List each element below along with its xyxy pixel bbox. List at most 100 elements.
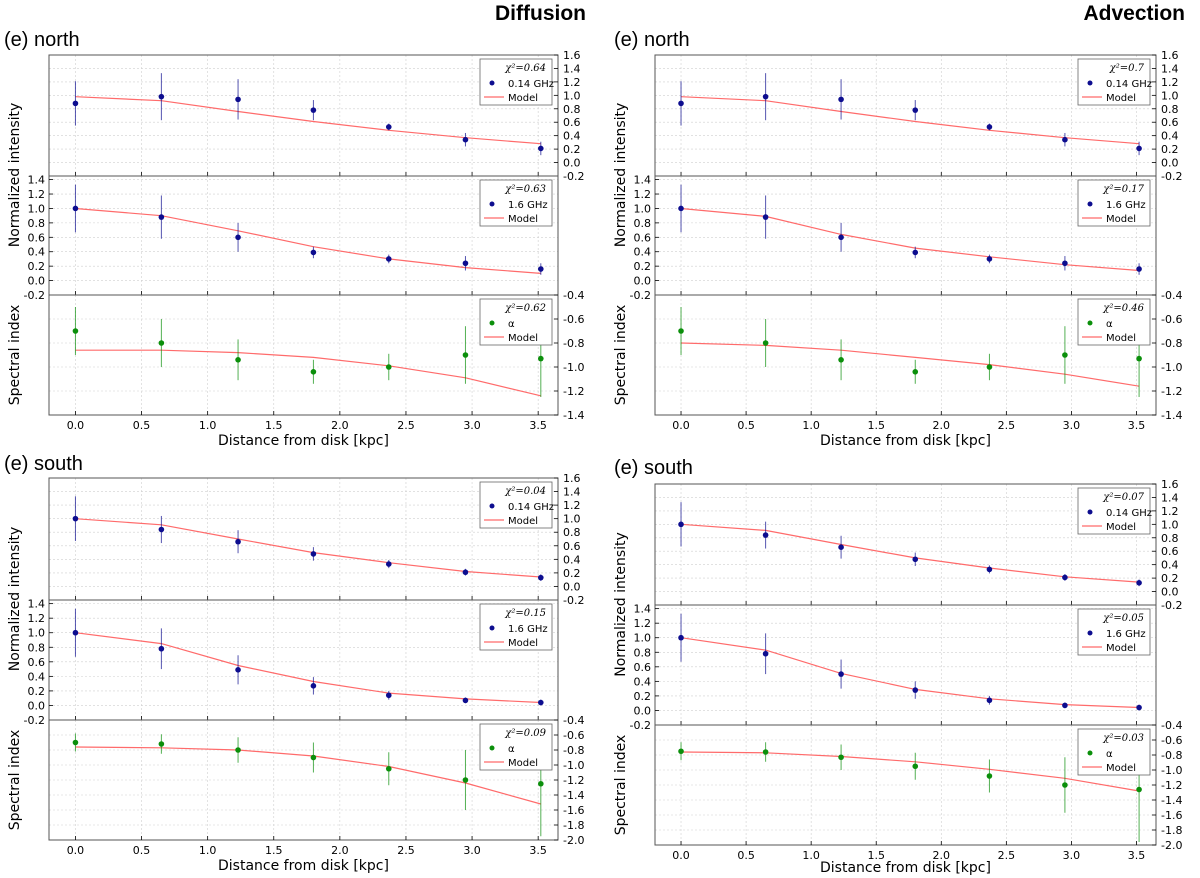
subplot-intensity-1: -0.2 0.00.2 0.40.6 0.81.0 1.21.4 χ²=0.15 1.6 G… [24,598,559,727]
x-tick-label: 0.0 [672,849,690,862]
legend-chi2: χ²=0.17 [1102,184,1144,195]
y-tick-label: 0.8 [1161,103,1179,116]
data-point [158,93,165,100]
x-tick-label: 1.5 [265,844,283,857]
y-tick-label: 0.2 [634,260,652,273]
y-axis-label-spectral: Spectral index [613,305,629,406]
data-point [838,754,844,761]
data-point [235,357,241,363]
y-tick-label: -1.0 [563,361,584,374]
legend-series-label: α [1106,749,1113,760]
data-point [538,145,544,152]
y-axis-label-intensity: Normalized intensity [613,532,629,677]
data-point [1136,786,1142,793]
model-line [75,207,541,274]
data-point [385,561,392,567]
panel-advection-north: (e) north-0.20.00.20.40.60.81.01.21.41.6… [613,29,1182,449]
y-tick-label: 1.2 [1161,505,1179,518]
data-point [72,100,79,107]
data-point [762,749,769,755]
data-point [678,634,684,641]
model-line [680,523,1140,583]
data-point [385,364,392,370]
data-point [310,107,317,113]
data-point [462,352,469,358]
x-tick-label: 3.0 [463,844,481,857]
subplot-intensity-0: -0.20.00.20.40.60.81.01.21.41.6 χ²=0.64 0.… [48,49,584,183]
data-point [838,671,844,677]
y-tick-label: -0.4 [1161,289,1182,302]
data-point [678,521,684,528]
data-point [158,526,165,533]
y-tick-label: 0.4 [634,675,652,688]
model-line [680,207,1140,272]
data-point [762,93,769,100]
x-tick-label: 3.0 [463,419,481,432]
legend-chi2: χ²=0.46 [1102,303,1144,314]
data-point [838,234,844,241]
legend-marker [1087,201,1093,207]
x-tick-label: 2.5 [397,419,415,432]
legend-model-label: Model [508,214,538,225]
data-point [72,739,79,746]
panel-title: (e) south [4,453,83,475]
legend: χ²=0.46 α Model [1077,298,1151,346]
y-tick-label: 0.6 [1161,116,1179,129]
subplot-intensity-1: -0.20.0 0.20.4 0.60.8 1.01.21.4 χ²=0.63 1.6 G… [24,174,559,302]
data-point [235,538,241,545]
y-tick-label: -0.2 [24,289,45,302]
x-tick-label: 0.0 [67,844,85,857]
y-tick-label: -1.2 [1161,385,1182,398]
legend-model-label: Model [508,333,538,344]
legend-model-label: Model [1106,522,1136,533]
data-point [1136,266,1142,272]
y-tick-label: 0.6 [1161,545,1179,558]
y-tick-label: 0.8 [28,217,46,230]
legend-marker [489,201,495,207]
legend-series-label: 1.6 GHz [1106,629,1146,640]
legend-chi2: χ²=0.07 [1102,492,1144,503]
legend: χ²=0.17 1.6 GHz Model [1077,179,1151,227]
legend-model-label: Model [1106,93,1136,104]
legend-model-label: Model [1106,333,1136,344]
subplot-intensity-0: -0.20.00.20.40.60.81.01.21.41.6 χ²=0.7 0.1… [654,49,1182,183]
y-tick-label: 0.2 [1161,143,1179,156]
legend-series-label: 0.14 GHz [508,79,554,90]
data-point [912,687,919,693]
y-tick-label: 1.4 [28,598,46,611]
data-point [678,748,684,755]
panel-diffusion-south: (e) south-0.20.00.20.40.60.81.01.21.41.6… [4,453,584,874]
data-point [838,357,844,363]
legend-marker [1087,80,1093,86]
y-tick-label: 0.0 [563,580,581,593]
y-tick-label: 0.8 [563,103,581,116]
legend-model-label: Model [1106,763,1136,774]
subplot-spectral-2: -2.0 -1.8 -1.6 -1.4 -1.2 -1.0 -0.8 -0.6 -0.4 χ²=0… [48,714,584,847]
y-tick-label: -0.2 [630,719,651,732]
header-diffusion: Diffusion [495,2,586,25]
legend-model-label: Model [508,516,538,527]
data-point [1062,782,1068,788]
data-point [72,205,79,212]
legend-marker [1087,509,1093,515]
y-tick-label: 0.8 [634,646,652,659]
y-tick-label: 1.4 [634,174,652,187]
y-tick-label: 0.6 [634,231,652,244]
y-tick-label: 1.6 [1161,478,1179,491]
data-point [235,96,241,103]
subplot-frame [48,294,559,416]
data-point [538,355,544,362]
y-tick-label: 0.4 [563,553,581,566]
data-point [912,369,919,375]
data-point [310,551,317,557]
y-tick-label: 0.0 [634,275,652,288]
y-tick-label: -0.6 [1161,734,1182,747]
y-tick-label: -1.2 [1161,779,1182,792]
y-tick-label: 0.6 [634,661,652,674]
data-point [678,328,684,334]
y-tick-label: -0.6 [1161,313,1182,326]
data-point [1062,352,1068,358]
subplot-spectral-2: -1.4 -1.2 -1.0 -0.8 -0.6 -0.4 χ²=0.62 α Model [48,289,584,422]
y-tick-label: -1.4 [563,409,584,422]
data-point [1062,574,1068,581]
